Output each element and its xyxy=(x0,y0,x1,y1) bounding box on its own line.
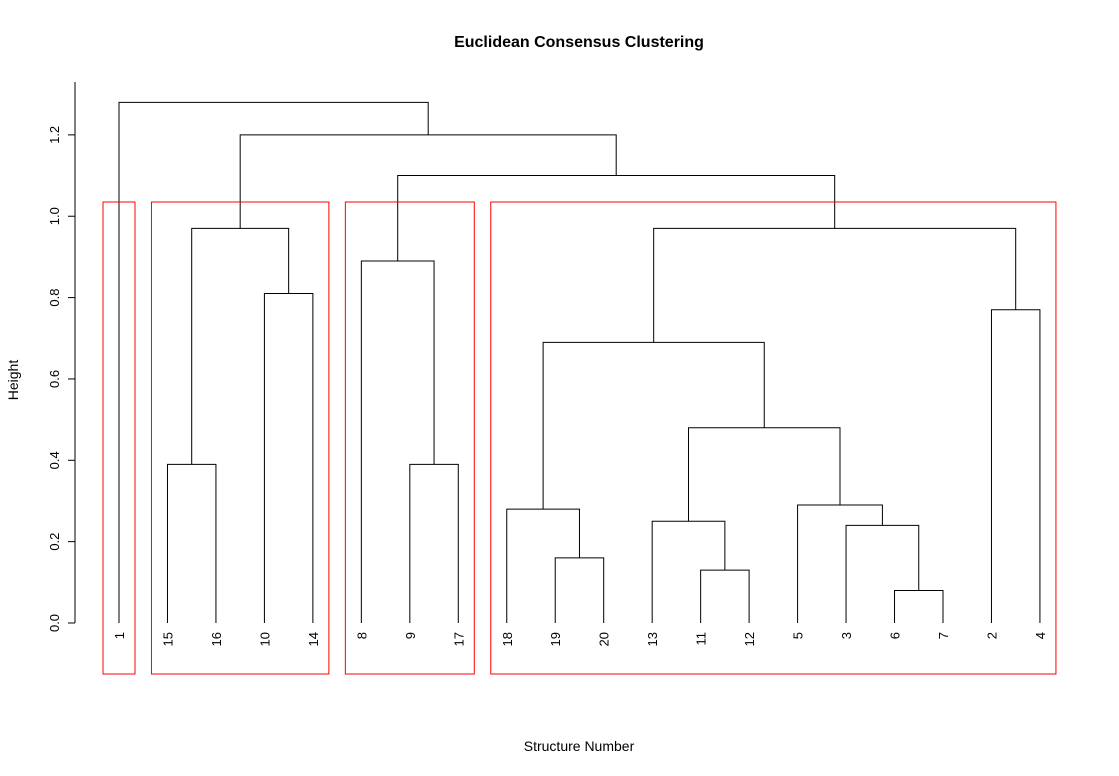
dendrogram-link xyxy=(542,341,765,510)
dendrogram-link xyxy=(700,569,750,623)
dendrogram-link xyxy=(506,508,580,623)
dendrogram-link xyxy=(894,589,944,623)
leaf-label: 17 xyxy=(451,632,466,646)
x-axis-label: Structure Number xyxy=(524,738,635,754)
dendrogram-link xyxy=(653,227,1017,343)
chart-title: Euclidean Consensus Clustering xyxy=(454,34,704,51)
dendrogram-link xyxy=(688,427,841,522)
leaf-label: 19 xyxy=(548,632,563,646)
y-axis-label: Height xyxy=(5,360,21,401)
cluster-rect xyxy=(344,201,475,675)
y-tick-label: 0.2 xyxy=(47,533,62,551)
leaf-label: 15 xyxy=(160,632,175,646)
y-tick-label: 1.0 xyxy=(47,207,62,225)
leaf-label: 9 xyxy=(403,632,418,639)
dendrogram-link xyxy=(118,101,429,623)
leaf-label: 8 xyxy=(354,632,369,639)
leaf-label: 18 xyxy=(500,632,515,646)
leaf-label: 4 xyxy=(1033,632,1048,639)
y-tick-label: 0.6 xyxy=(47,370,62,388)
leaf-label: 2 xyxy=(984,632,999,639)
dendrogram-link xyxy=(166,463,217,623)
cluster-rect xyxy=(490,201,1057,675)
leaf-label: 20 xyxy=(597,632,612,646)
dendrogram-link xyxy=(409,463,459,623)
dendrogram-link xyxy=(554,557,605,623)
y-tick-label: 0.8 xyxy=(47,289,62,307)
dendrogram-link xyxy=(397,175,836,261)
leaf-label: 16 xyxy=(209,632,224,646)
leaf-label: 3 xyxy=(839,632,854,639)
cluster-rect xyxy=(102,201,136,675)
y-tick-label: 0.4 xyxy=(47,451,62,469)
leaf-label: 13 xyxy=(645,632,660,646)
dendrogram-link xyxy=(845,524,920,623)
y-tick-label: 0.0 xyxy=(47,614,62,632)
dendrogram-link xyxy=(263,293,314,623)
cluster-rect xyxy=(150,201,330,675)
y-tick-label: 1.2 xyxy=(47,126,62,144)
leaf-label: 10 xyxy=(257,632,272,646)
dendrogram-link xyxy=(797,504,883,623)
leaf-label: 6 xyxy=(888,632,903,639)
leaf-label: 1 xyxy=(112,632,127,639)
leaf-label: 7 xyxy=(936,632,951,639)
dendrogram-link xyxy=(990,309,1041,623)
dendrogram-link xyxy=(191,227,290,465)
dendrogram-link xyxy=(651,520,726,623)
leaf-label: 5 xyxy=(791,632,806,639)
dendrogram-link xyxy=(239,134,617,229)
leaf-label: 11 xyxy=(694,632,709,646)
leaf-label: 12 xyxy=(742,632,757,646)
dendrogram-link xyxy=(360,260,435,623)
leaf-label: 14 xyxy=(306,632,321,646)
